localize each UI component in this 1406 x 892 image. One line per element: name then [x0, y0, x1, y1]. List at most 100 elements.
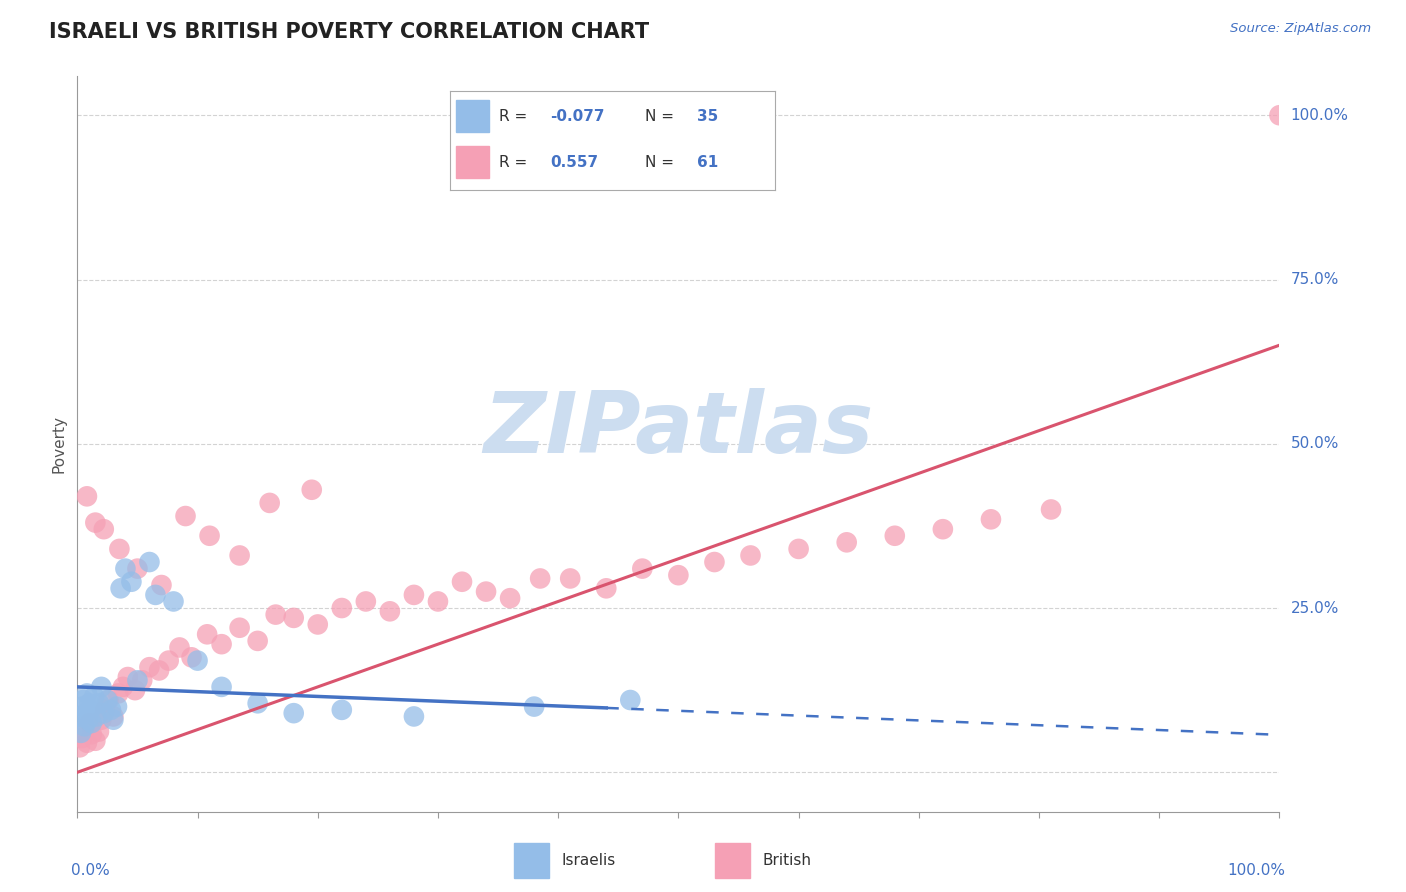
Point [75, 706, 97, 721]
Point [131, 673, 153, 688]
Point [87, 724, 110, 739]
Point [69, 740, 91, 755]
Point [246, 633, 269, 648]
Point [157, 654, 180, 668]
Point [451, 574, 474, 589]
Point [110, 582, 132, 596]
Point [307, 617, 329, 632]
Point [76, 489, 98, 503]
Text: British: British [762, 853, 811, 868]
Text: 100.0%: 100.0% [1227, 863, 1285, 879]
Point [127, 561, 149, 575]
Point [120, 574, 142, 589]
Point [354, 594, 377, 608]
Text: 25.0%: 25.0% [1291, 600, 1339, 615]
Point [523, 699, 546, 714]
Point [105, 699, 128, 714]
Point [186, 654, 209, 668]
Point [529, 572, 551, 586]
Text: ISRAELI VS BRITISH POVERTY CORRELATION CHART: ISRAELI VS BRITISH POVERTY CORRELATION C… [49, 22, 650, 42]
Point [80, 727, 103, 741]
Point [883, 529, 905, 543]
Text: N =: N = [645, 154, 679, 169]
Point [740, 549, 762, 563]
Point [180, 650, 202, 665]
Point [124, 683, 146, 698]
Point [283, 611, 305, 625]
Point [228, 549, 250, 563]
Point [1040, 502, 1063, 516]
Bar [457, 146, 489, 178]
Point [560, 572, 582, 586]
Point [162, 594, 184, 608]
Point [932, 522, 955, 536]
Point [150, 578, 173, 592]
Point [228, 621, 250, 635]
Point [84, 733, 107, 747]
Point [77, 713, 100, 727]
Point [96, 693, 118, 707]
Point [138, 555, 160, 569]
Point [72, 693, 94, 707]
Point [90, 713, 112, 727]
Point [94, 703, 117, 717]
Point [835, 535, 858, 549]
Text: -0.077: -0.077 [551, 109, 605, 124]
Text: 50.0%: 50.0% [1291, 436, 1339, 451]
Point [330, 703, 353, 717]
Point [619, 693, 641, 707]
Point [211, 637, 233, 651]
Point [378, 604, 401, 618]
Point [259, 496, 281, 510]
Text: 0.0%: 0.0% [72, 863, 110, 879]
Point [111, 680, 134, 694]
Point [787, 541, 810, 556]
Point [246, 696, 269, 710]
Point [127, 673, 149, 688]
Point [93, 522, 115, 536]
Text: N =: N = [645, 109, 679, 124]
Point [80, 716, 103, 731]
Point [76, 686, 98, 700]
Point [79, 696, 101, 710]
Point [73, 719, 96, 733]
Point [211, 680, 233, 694]
Text: Source: ZipAtlas.com: Source: ZipAtlas.com [1230, 22, 1371, 36]
Point [145, 588, 167, 602]
Point [100, 703, 122, 717]
Point [703, 555, 725, 569]
Bar [457, 101, 489, 132]
Point [138, 660, 160, 674]
Point [301, 483, 323, 497]
Point [402, 709, 425, 723]
Point [79, 716, 101, 731]
Point [107, 686, 129, 700]
Point [84, 516, 107, 530]
Point [631, 561, 654, 575]
Point [103, 709, 125, 723]
Point [427, 594, 450, 608]
Point [97, 693, 120, 707]
Point [70, 731, 93, 746]
Point [980, 512, 1002, 526]
Point [117, 670, 139, 684]
Text: 75.0%: 75.0% [1291, 272, 1339, 287]
Point [93, 706, 115, 721]
Point [148, 664, 170, 678]
Point [283, 706, 305, 721]
Bar [515, 843, 550, 878]
Y-axis label: Poverty: Poverty [52, 415, 66, 473]
Point [114, 561, 136, 575]
Point [475, 584, 498, 599]
Text: 35: 35 [696, 109, 718, 124]
Point [76, 736, 98, 750]
Point [108, 541, 131, 556]
Point [198, 529, 221, 543]
Point [79, 703, 101, 717]
Point [90, 680, 112, 694]
Point [402, 588, 425, 602]
Point [169, 640, 191, 655]
Point [499, 591, 522, 606]
Text: R =: R = [499, 154, 531, 169]
Text: 0.557: 0.557 [551, 154, 599, 169]
